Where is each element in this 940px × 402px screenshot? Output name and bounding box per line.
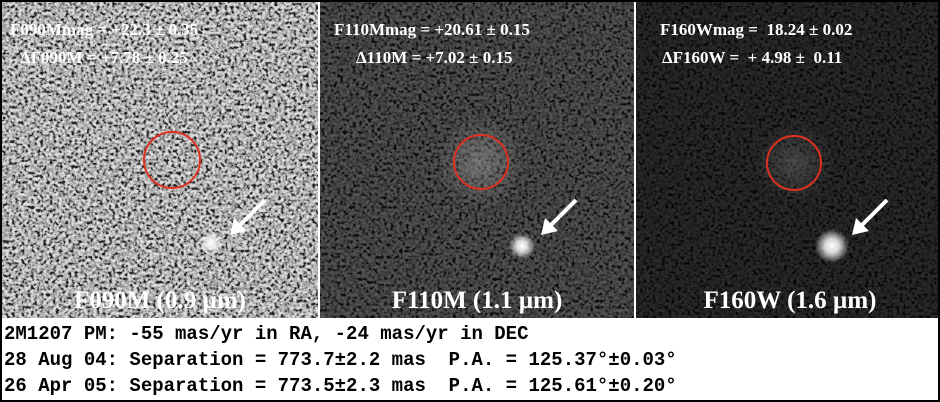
- panel: F110Mmag = +20.61 ± 0.15 Δ110M = +7.02 ±…: [320, 2, 634, 318]
- caption-line: 2M1207 PM: -55 mas/yr in RA, -24 mas/yr …: [4, 323, 529, 345]
- panel-label: F110M (1.1 µm): [392, 287, 563, 314]
- panel-header: F110Mmag = +20.61 ± 0.15: [334, 20, 530, 39]
- panel-label: F160W (1.6 µm): [704, 287, 877, 314]
- caption-line: 28 Aug 04: Separation = 773.7±2.2 mas P.…: [4, 349, 677, 371]
- panel: F160Wmag = 18.24 ± 0.02 ΔF160W = + 4.98 …: [636, 2, 938, 318]
- panel-header: ΔF160W = + 4.98 ± 0.11: [662, 48, 842, 67]
- residual-glow: [435, 117, 525, 207]
- panel-header: ΔF090M = +7.78 ± 0.25: [20, 48, 188, 67]
- panel-header: F090Mmag = +22.3 ± 0.35: [10, 20, 198, 39]
- figure: F090Mmag = +22.3 ± 0.35 ΔF090M = +7.78 ±…: [0, 0, 940, 402]
- panel-header: Δ110M = +7.02 ± 0.15: [356, 48, 512, 67]
- caption-line: 26 Apr 05: Separation = 773.5±2.3 mas P.…: [4, 375, 677, 397]
- companion: [815, 229, 849, 263]
- panel-header: F160Wmag = 18.24 ± 0.02: [660, 20, 852, 39]
- panel-label: F090M (0.9 µm): [74, 287, 246, 314]
- panel: F090Mmag = +22.3 ± 0.35 ΔF090M = +7.78 ±…: [2, 2, 318, 318]
- companion: [509, 233, 535, 259]
- companion: [199, 231, 223, 255]
